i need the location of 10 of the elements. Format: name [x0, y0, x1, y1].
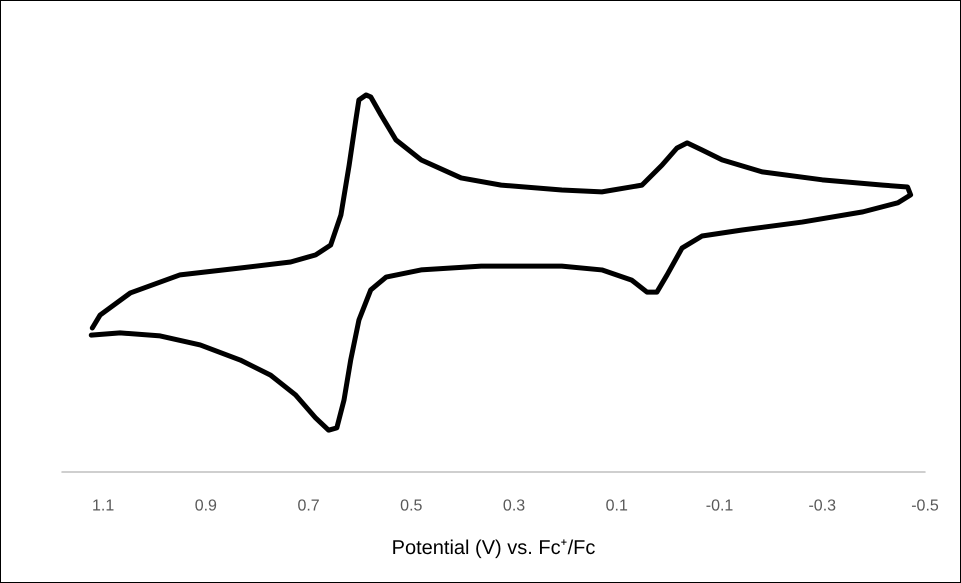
x-tick-label: 0.7 [297, 498, 320, 514]
x-tick-label: 0.5 [400, 498, 423, 514]
x-tick-label: 0.3 [502, 498, 526, 514]
x-tick-label: 0.9 [194, 498, 218, 514]
x-tick-label: -0.5 [911, 498, 939, 514]
x-tick-label: -0.1 [706, 498, 734, 514]
x-tick-label: 0.1 [606, 498, 628, 514]
x-tick-label: -0.3 [808, 498, 836, 514]
x-tick-label: 1.1 [92, 498, 114, 514]
x-axis-title: Potential (V) vs. Fc⁺/Fc [392, 537, 596, 559]
